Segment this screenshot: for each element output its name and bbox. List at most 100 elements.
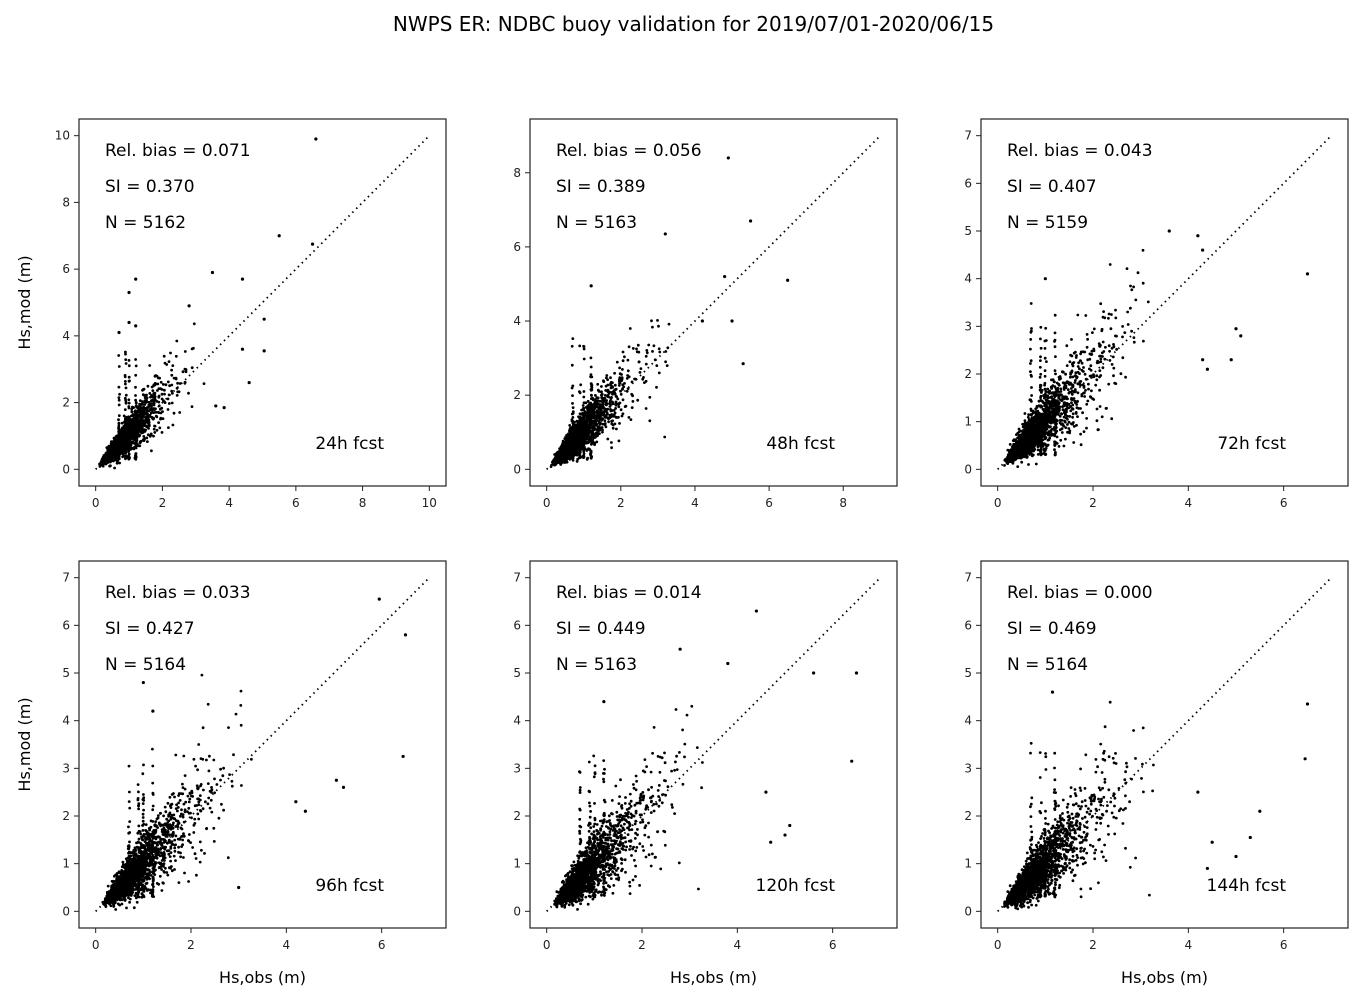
data-point [159, 417, 162, 421]
data-point [631, 347, 635, 350]
data-point [637, 360, 641, 364]
data-point [117, 426, 120, 430]
data-point [1069, 409, 1073, 413]
data-point [636, 398, 640, 402]
stat-n: N = 5162 [105, 213, 186, 233]
data-point [134, 398, 138, 402]
data-point [117, 454, 121, 458]
data-point [159, 380, 163, 384]
data-point [113, 458, 117, 462]
data-point [555, 457, 559, 461]
data-point [644, 407, 648, 410]
data-point [611, 419, 614, 423]
data-point [1065, 364, 1069, 367]
data-point [619, 389, 622, 393]
data-point [571, 394, 574, 397]
data-point [130, 410, 134, 414]
y-tick-label: 0 [513, 462, 521, 476]
data-point [134, 432, 138, 436]
data-point [589, 451, 593, 454]
data-point [663, 435, 667, 439]
data-point [590, 393, 593, 397]
data-point [590, 442, 593, 446]
data-point [609, 396, 613, 400]
data-point [1049, 421, 1053, 425]
data-point [110, 459, 114, 462]
data-point [117, 418, 120, 422]
data-point [587, 434, 590, 438]
data-point [786, 278, 790, 282]
data-point [582, 436, 586, 440]
data-point [664, 350, 668, 353]
y-tick-label: 8 [62, 195, 70, 209]
data-point [134, 394, 137, 397]
data-point [591, 398, 595, 402]
data-point [107, 450, 110, 454]
data-point [127, 406, 131, 410]
data-point [652, 344, 656, 348]
data-point [644, 354, 648, 358]
data-point [560, 449, 564, 453]
data-point [147, 423, 151, 426]
data-point [741, 362, 745, 366]
data-point [617, 439, 621, 443]
data-point [617, 405, 621, 409]
data-point [170, 383, 174, 387]
data-point [606, 437, 610, 441]
data-point [127, 290, 131, 295]
data-point [127, 442, 131, 446]
data-point [593, 443, 596, 446]
data-point [143, 400, 146, 404]
data-point [590, 375, 594, 379]
data-point [582, 442, 585, 445]
data-point [627, 345, 631, 349]
data-point [124, 386, 128, 390]
data-point [590, 408, 593, 412]
data-point [240, 277, 245, 281]
data-point [154, 410, 158, 414]
data-point [1111, 355, 1115, 359]
data-point [162, 354, 166, 358]
data-point [579, 383, 583, 387]
data-point [170, 401, 174, 405]
data-point [1089, 364, 1093, 368]
data-point [115, 443, 118, 447]
data-point [598, 423, 602, 426]
data-point [120, 438, 123, 442]
data-point [103, 453, 107, 457]
data-point [169, 351, 172, 355]
x-tick-label: 4 [691, 496, 699, 510]
data-point [183, 350, 187, 353]
data-point [134, 415, 137, 418]
data-point [563, 455, 566, 459]
data-point [124, 450, 128, 454]
data-point [151, 389, 155, 392]
data-point [618, 422, 621, 425]
data-point [127, 422, 131, 426]
data-point [1076, 391, 1080, 395]
data-point [262, 349, 266, 353]
data-point [149, 432, 153, 436]
data-point [143, 394, 147, 398]
data-point [127, 434, 131, 438]
data-point [618, 401, 622, 405]
data-point [1056, 399, 1059, 403]
data-point [603, 399, 606, 403]
data-point [582, 408, 585, 412]
data-point [176, 390, 180, 394]
data-point [183, 367, 187, 371]
data-point [663, 232, 667, 236]
data-point [170, 368, 174, 372]
data-point [589, 453, 593, 457]
data-point [1084, 314, 1088, 317]
data-point [170, 373, 174, 377]
data-point [575, 453, 579, 457]
data-point [123, 374, 127, 377]
data-point [124, 446, 128, 450]
data-point [608, 390, 612, 394]
data-point [600, 393, 603, 397]
data-point [595, 411, 599, 414]
data-point [570, 455, 574, 459]
data-point [123, 434, 126, 438]
